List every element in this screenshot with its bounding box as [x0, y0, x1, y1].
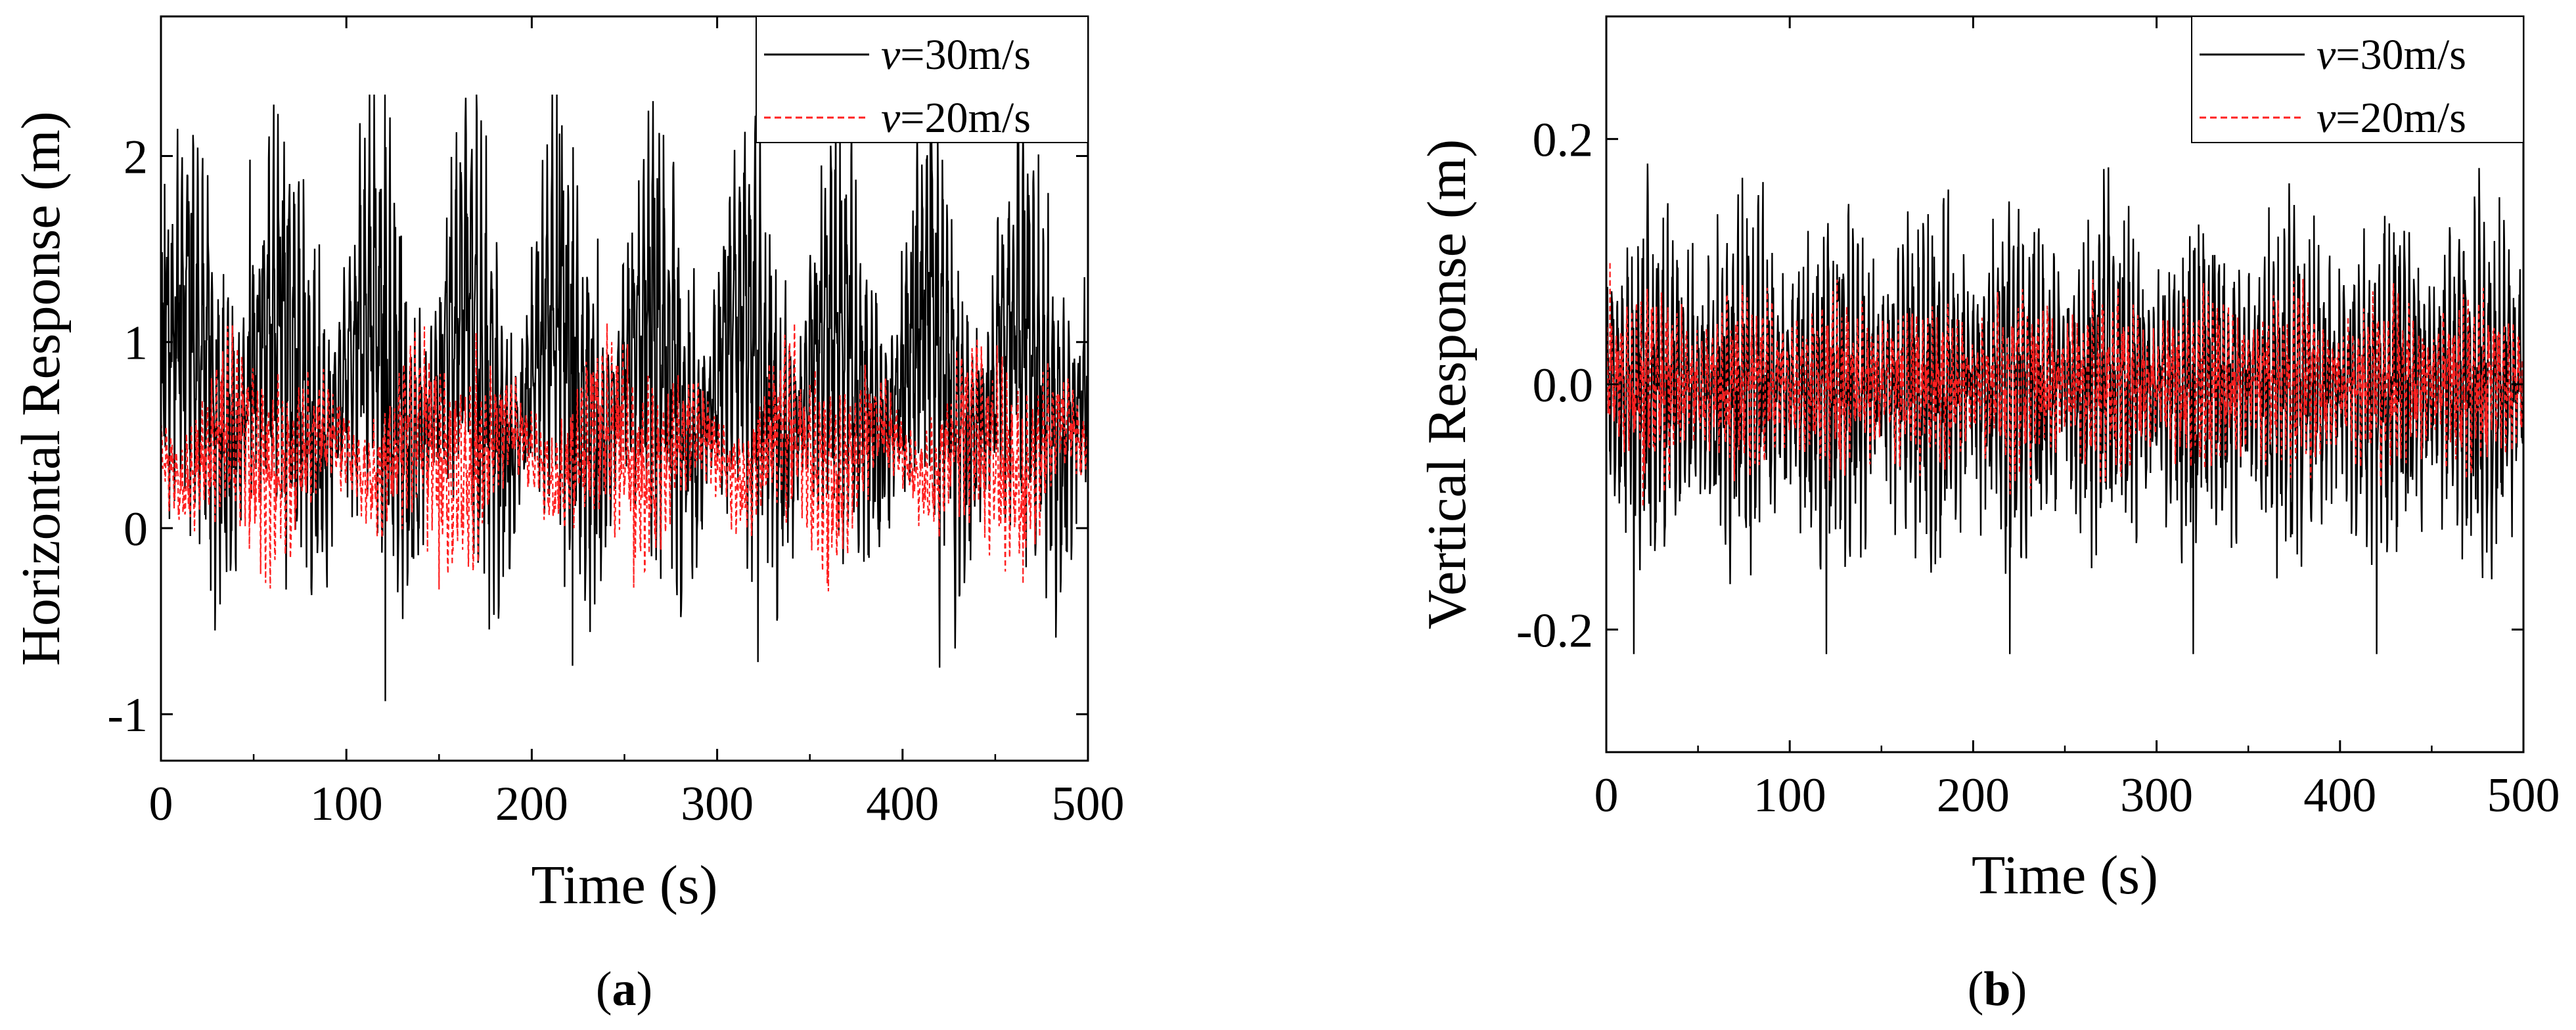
x-tick-label: 200 — [1937, 769, 2010, 822]
legend-label: v=20m/s — [2316, 94, 2466, 142]
legend-label-var: v — [881, 94, 901, 142]
y-tick-label: 0.0 — [1533, 359, 1594, 413]
legend-label-var: v — [881, 31, 901, 79]
y-tick-label: -1 — [107, 688, 148, 742]
y-tick-label: -0.2 — [1516, 604, 1593, 658]
y-tick-label: 0 — [124, 503, 148, 556]
y-axis-label: Vertical Response (m) — [1416, 139, 1478, 629]
legend-label-var: v — [2316, 31, 2336, 79]
legend-label: v=20m/s — [881, 94, 1031, 142]
x-axis-label: Time (s) — [1972, 845, 2158, 906]
x-tick-label: 400 — [2303, 769, 2376, 822]
x-tick-label: 300 — [681, 777, 754, 831]
panel-caption: (a) — [596, 962, 652, 1016]
legend-label-value: =20m/s — [2336, 94, 2466, 142]
caption-close: ) — [637, 962, 653, 1016]
y-axis-label: Horizontal Response (m) — [11, 111, 72, 665]
y-tick-label: 0.2 — [1533, 114, 1594, 168]
series-line-v30 — [1606, 163, 2523, 654]
x-tick-label: 500 — [2487, 769, 2560, 822]
legend-label: v=30m/s — [881, 31, 1031, 79]
x-tick-label: 200 — [495, 777, 568, 831]
caption-close: ) — [2011, 962, 2027, 1016]
series-line-v20 — [161, 323, 1088, 592]
x-tick-label: 100 — [310, 777, 383, 831]
caption-open: ( — [596, 962, 612, 1016]
x-tick-label: 0 — [149, 777, 173, 831]
legend-label: v=30m/s — [2316, 31, 2466, 79]
legend-label-var: v — [2316, 94, 2336, 142]
legend-label-value: =30m/s — [900, 31, 1031, 79]
x-axis-label: Time (s) — [531, 855, 718, 916]
legend-box — [2191, 16, 2524, 143]
legend-label-value: =20m/s — [900, 94, 1031, 142]
series-line-v20 — [1606, 261, 2523, 507]
y-tick-label: 2 — [124, 130, 148, 184]
y-tick-label: 1 — [124, 317, 148, 370]
caption-open: ( — [1968, 962, 1984, 1016]
caption-letter: a — [612, 962, 637, 1016]
x-tick-label: 400 — [866, 777, 939, 831]
panel-caption: (b) — [1968, 962, 2027, 1016]
x-tick-label: 100 — [1753, 769, 1826, 822]
x-tick-label: 300 — [2120, 769, 2193, 822]
x-tick-label: 0 — [1594, 769, 1619, 822]
series-line-v30 — [161, 94, 1088, 702]
x-tick-label: 500 — [1052, 777, 1125, 831]
chart-panel-b: 0 100 200 300 400 500 -0.2 0.0 0.2 Time (s) Vertic… — [1416, 15, 2560, 1016]
legend-label-value: =30m/s — [2336, 31, 2466, 79]
legend-box — [756, 16, 1089, 143]
caption-letter: b — [1983, 962, 2010, 1016]
